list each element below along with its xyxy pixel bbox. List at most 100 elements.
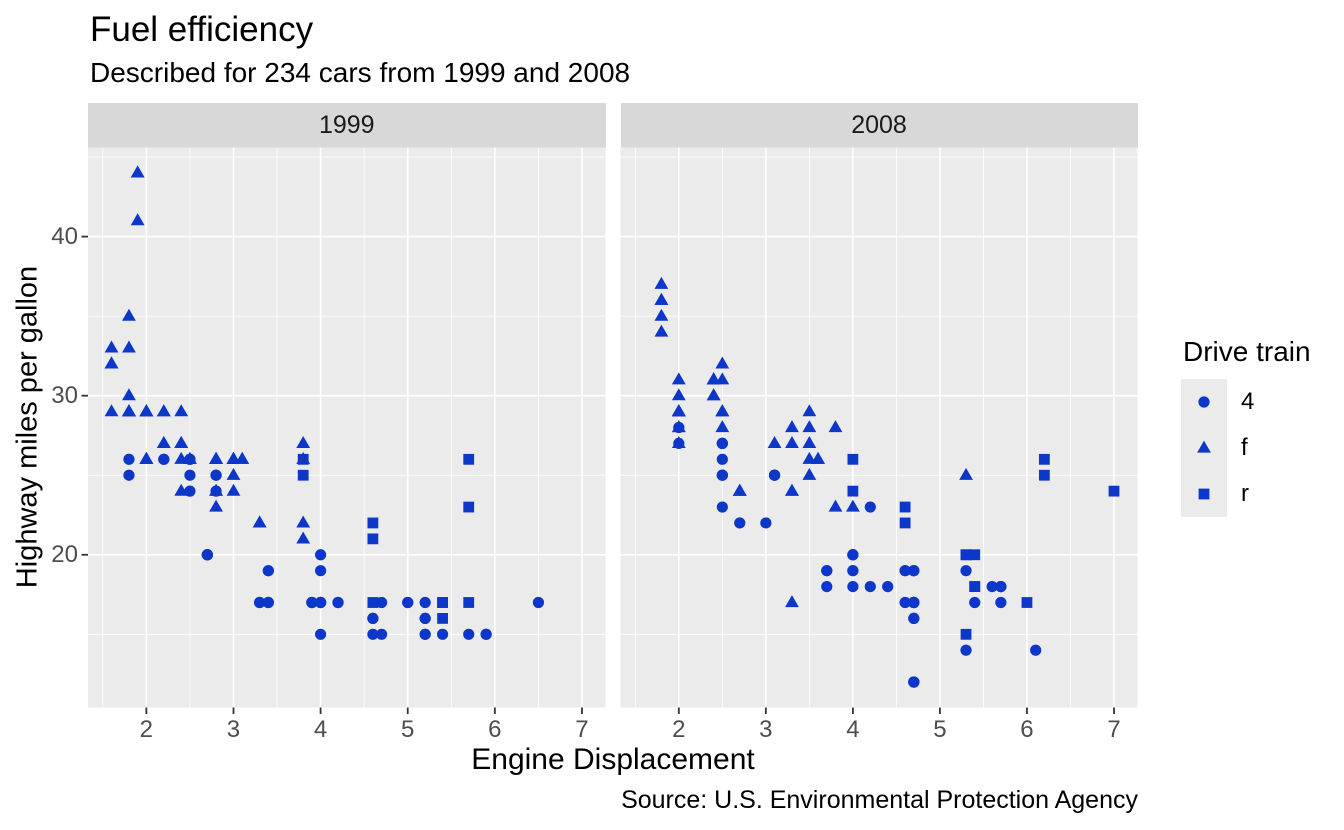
data-point — [802, 420, 817, 433]
data-point — [437, 613, 448, 624]
y-axis-title: Highway miles per gallon — [11, 265, 44, 589]
data-point — [226, 451, 241, 464]
data-point — [209, 499, 223, 512]
data-point — [226, 483, 241, 496]
data-point — [139, 404, 154, 417]
data-point — [960, 628, 972, 640]
data-point — [821, 580, 833, 593]
data-point — [158, 453, 170, 465]
data-point — [463, 628, 475, 640]
circle-icon — [1198, 395, 1210, 408]
data-point — [367, 533, 379, 545]
data-point — [252, 515, 267, 528]
x-tick-label: 7 — [575, 716, 589, 743]
data-point — [122, 340, 136, 353]
data-point — [899, 565, 911, 577]
data-point — [209, 483, 223, 496]
data-point — [995, 580, 1007, 593]
x-tick-label: 6 — [488, 716, 502, 743]
data-point — [716, 501, 728, 513]
facet-strip-label: 1999 — [318, 110, 375, 139]
data-point — [122, 308, 136, 321]
data-point — [785, 436, 799, 449]
data-point — [437, 597, 448, 608]
data-point — [715, 420, 730, 433]
x-tick-label: 4 — [846, 716, 860, 743]
y-tick-label: 20 — [51, 540, 78, 568]
square-icon — [1198, 488, 1210, 499]
data-point — [969, 549, 981, 561]
data-point — [654, 308, 669, 321]
data-point — [706, 372, 721, 385]
x-tick-label: 5 — [933, 716, 947, 743]
data-point — [156, 404, 171, 417]
data-point — [802, 436, 817, 449]
data-point — [899, 596, 911, 609]
data-point — [959, 467, 973, 480]
data-point — [845, 499, 860, 512]
data-point — [419, 596, 431, 609]
data-point — [139, 451, 154, 464]
data-point — [671, 404, 686, 417]
data-point — [986, 580, 998, 593]
data-point — [715, 356, 730, 369]
data-point — [969, 596, 981, 609]
data-point — [296, 531, 311, 544]
data-point — [315, 565, 327, 577]
data-point — [226, 467, 241, 480]
plot-subtitle: Described for 234 cars from 1999 and 200… — [90, 57, 631, 88]
data-point — [1038, 453, 1050, 465]
data-point — [532, 596, 545, 609]
data-point — [734, 517, 746, 529]
data-point — [235, 451, 250, 464]
data-point — [802, 404, 817, 417]
data-point — [802, 467, 817, 480]
data-point — [760, 517, 772, 529]
data-point — [463, 501, 475, 513]
data-point — [201, 549, 213, 561]
data-point — [716, 453, 728, 465]
data-point — [104, 404, 119, 417]
data-point — [1030, 644, 1042, 656]
data-point — [671, 388, 686, 401]
data-point — [480, 628, 492, 640]
data-point — [864, 501, 876, 513]
data-point — [130, 213, 145, 226]
data-point — [1108, 485, 1120, 497]
facet-strip-label: 2008 — [851, 110, 907, 139]
data-point — [899, 501, 911, 513]
data-point — [367, 612, 379, 625]
data-point — [969, 581, 981, 592]
data-point — [785, 483, 799, 496]
data-point — [419, 612, 431, 625]
data-point — [130, 165, 145, 178]
data-point — [654, 324, 669, 337]
panel-background — [88, 147, 606, 708]
data-point — [184, 469, 196, 481]
data-point — [209, 451, 223, 464]
data-point — [732, 483, 747, 496]
data-point — [104, 340, 119, 353]
data-point — [847, 453, 859, 465]
data-point — [864, 580, 876, 593]
data-point — [802, 451, 817, 464]
legend-key-r — [1181, 470, 1227, 517]
data-point — [463, 453, 475, 465]
data-point — [960, 565, 972, 577]
x-tick-label: 2 — [672, 716, 686, 743]
plot-caption: Source: U.S. Environmental Protection Ag… — [621, 786, 1138, 814]
data-point — [262, 565, 274, 577]
data-point — [828, 499, 843, 512]
data-point — [463, 597, 475, 608]
data-point — [254, 596, 266, 609]
data-point — [785, 420, 799, 433]
data-point — [123, 469, 135, 481]
data-point — [297, 469, 309, 481]
panel-background — [620, 147, 1138, 708]
legend-key-4 — [1181, 378, 1227, 425]
x-tick-label: 3 — [226, 716, 241, 743]
data-point — [715, 404, 730, 417]
data-point — [654, 276, 669, 289]
